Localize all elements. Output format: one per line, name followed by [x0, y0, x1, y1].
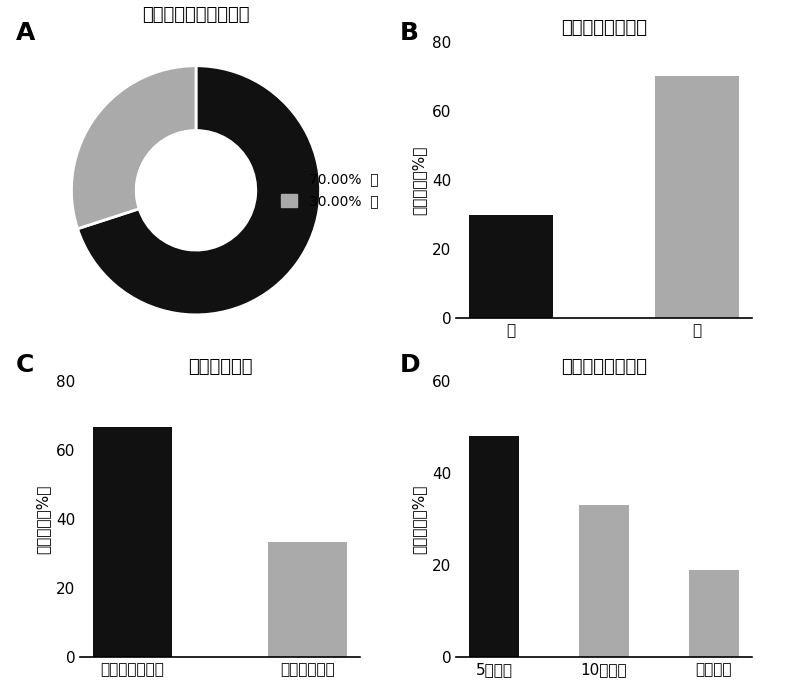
Title: 羊痘疫苗接种剂量: 羊痘疫苗接种剂量	[561, 358, 647, 376]
Title: 羊痘疫苗类型: 羊痘疫苗类型	[188, 358, 252, 376]
Text: C: C	[16, 353, 34, 377]
Title: 牛结节性皮肤病知晓度: 牛结节性皮肤病知晓度	[142, 6, 250, 24]
Text: D: D	[400, 353, 421, 377]
Bar	[689, 570, 738, 657]
Wedge shape	[71, 66, 196, 229]
Bar	[655, 76, 738, 318]
Title: 羊痘疫苗接种情况: 羊痘疫苗接种情况	[561, 19, 647, 37]
Text: A: A	[16, 21, 35, 45]
Wedge shape	[78, 66, 321, 315]
Y-axis label: 所占比例（%）: 所占比例（%）	[411, 484, 426, 554]
Bar	[579, 505, 629, 657]
Y-axis label: 所占比例（%）: 所占比例（%）	[35, 484, 50, 554]
Bar	[93, 426, 172, 657]
Bar	[470, 215, 553, 318]
Y-axis label: 所占比例（%）: 所占比例（%）	[411, 145, 426, 215]
Bar	[470, 436, 519, 657]
Bar	[268, 543, 347, 657]
Text: B: B	[400, 21, 419, 45]
Legend: 70.00%  是, 30.00%  否: 70.00% 是, 30.00% 否	[281, 172, 378, 208]
